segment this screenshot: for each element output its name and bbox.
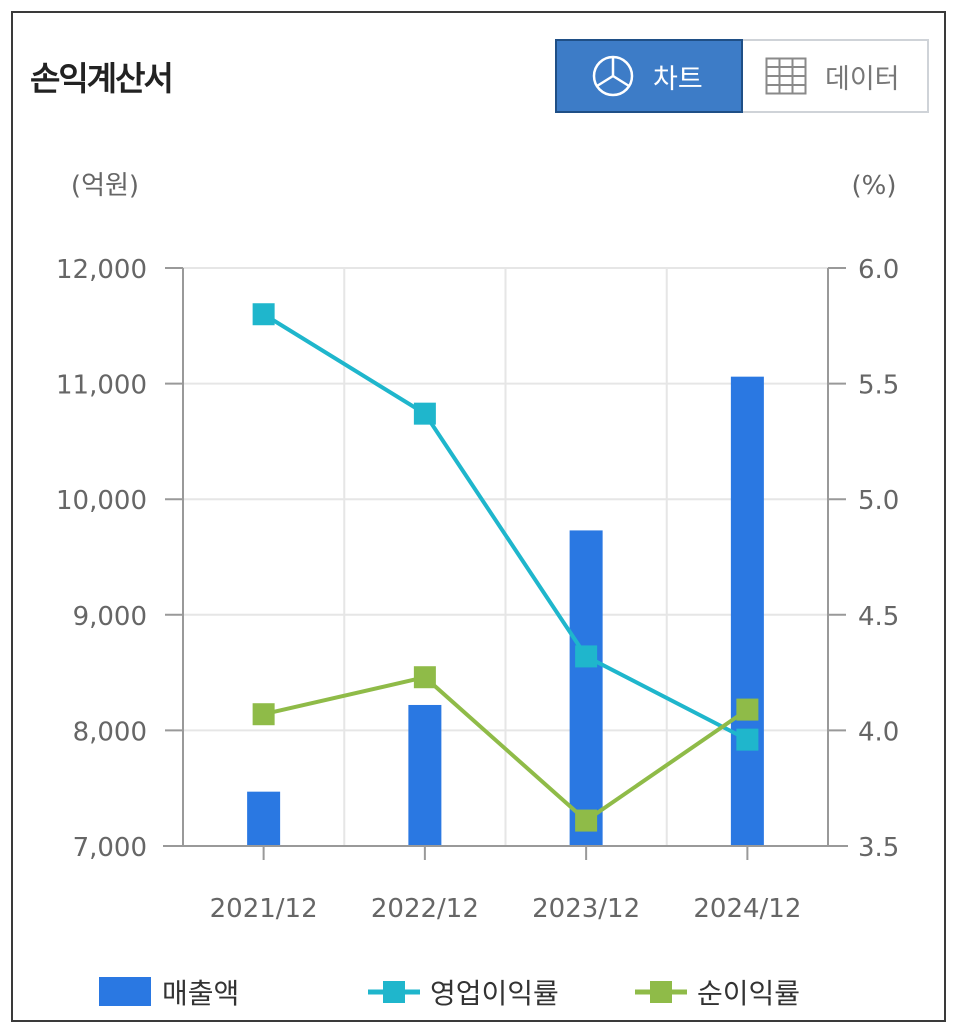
y-tick-label-left: 8,000 [73,717,147,747]
point-net-margin [575,809,598,832]
point-op-margin [736,728,759,751]
x-tick-label: 2023/12 [532,894,640,924]
bar-revenue [730,376,764,846]
point-net-margin [413,666,436,689]
page-title: 손익계산서 [30,59,174,98]
point-net-margin [252,703,275,726]
y-tick-label-left: 9,000 [73,602,147,632]
bar-revenue [569,530,603,846]
y-tick-label-right: 5.5 [858,371,899,401]
y-tick-label-left: 12,000 [56,255,147,285]
table-grid-icon [765,57,807,95]
legend-label-revenue: 매출액 [162,977,239,1010]
legend-label-op-margin: 영업이익률 [430,977,559,1010]
line-op-margin [262,312,749,742]
view-toggle: 차트 데이터 [555,39,929,113]
y-tick-label-left: 7,000 [73,833,147,863]
x-tick-label: 2021/12 [210,894,318,924]
data-tab-button[interactable]: 데이터 [743,39,929,113]
chart-tab-button[interactable]: 차트 [555,39,743,113]
y-tick-label-right: 4.0 [858,717,899,747]
data-tab-label: 데이터 [825,63,900,95]
y-tick-label-right: 4.5 [858,602,899,632]
bar-revenue [247,791,281,846]
point-op-margin [252,303,275,326]
point-op-margin [575,645,598,668]
x-tick-label: 2022/12 [371,894,479,924]
pie-chart-icon [592,55,634,97]
legend-marker-net-margin [650,981,672,1003]
line-net-margin [263,675,749,824]
y-tick-label-right: 6.0 [858,255,899,285]
x-tick-label: 2024/12 [693,894,801,924]
bar-revenue [408,704,442,846]
chart-panel [11,11,946,1022]
legend-label-net-margin: 순이익률 [697,977,800,1010]
point-net-margin [736,698,759,721]
y-axis-unit-right: (%) [852,171,897,201]
y-tick-label-left: 11,000 [56,371,147,401]
chart-tab-label: 차트 [653,63,703,95]
y-tick-label-right: 3.5 [858,833,899,863]
y-tick-label-left: 10,000 [56,486,147,516]
y-axis-unit-left: (억원) [71,171,139,201]
legend-marker-op-margin [383,981,405,1003]
legend-swatch-revenue [99,977,151,1006]
point-op-margin [413,402,436,425]
y-tick-label-right: 5.0 [858,486,899,516]
